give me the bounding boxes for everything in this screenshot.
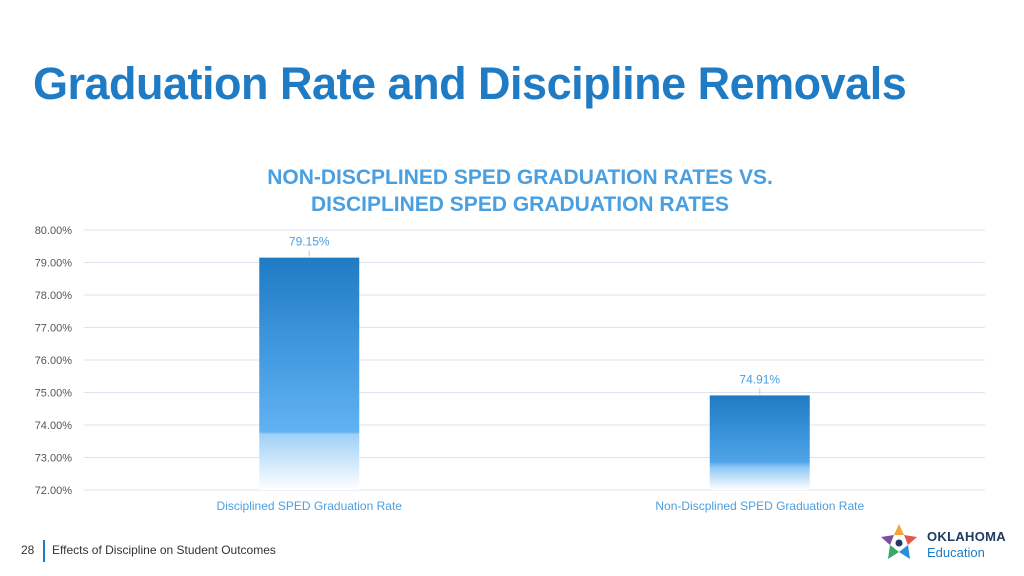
data-labels: 79.15% 74.91%: [289, 235, 780, 395]
y-axis: 80.00% 79.00% 78.00% 77.00% 76.00% 75.00% 74.0…: [35, 225, 73, 497]
data-label: 74.91%: [739, 372, 780, 386]
logo-text-oklahoma: OKLAHOMA: [927, 529, 1006, 544]
data-label: 79.15%: [289, 235, 330, 249]
y-tick-label: 77.00%: [35, 323, 73, 335]
footer-text: Effects of Discipline on Student Outcome…: [52, 543, 276, 557]
bar: [709, 395, 810, 490]
footer-divider: [43, 540, 45, 562]
y-tick-label: 73.00%: [35, 453, 73, 465]
star-logo-icon: [881, 524, 917, 559]
y-tick-label: 78.00%: [35, 290, 73, 302]
chart-title: NON-DISCPLINED SPED GRADUATION RATES VS.…: [267, 166, 773, 216]
page-number: 28: [21, 543, 35, 557]
slide-title: Graduation Rate and Discipline Removals: [33, 58, 907, 109]
grid-layer: [84, 229, 985, 491]
oklahoma-education-logo: OKLAHOMA Education: [878, 522, 1008, 566]
y-tick-label: 75.00%: [35, 388, 73, 400]
bar: [259, 257, 360, 490]
logo-text-education: Education: [927, 545, 985, 560]
y-tick-label: 80.00%: [35, 225, 73, 237]
x-axis: Disciplined SPED Graduation Rate Non-Disc…: [217, 499, 865, 513]
y-tick-label: 76.00%: [35, 355, 73, 367]
y-tick-label: 79.00%: [35, 258, 73, 270]
y-tick-label: 74.00%: [35, 420, 73, 432]
y-tick-label: 72.00%: [35, 485, 73, 497]
category-label: Disciplined SPED Graduation Rate: [217, 499, 403, 513]
category-label: Non-Discplined SPED Graduation Rate: [655, 499, 864, 513]
bars: [259, 257, 810, 490]
